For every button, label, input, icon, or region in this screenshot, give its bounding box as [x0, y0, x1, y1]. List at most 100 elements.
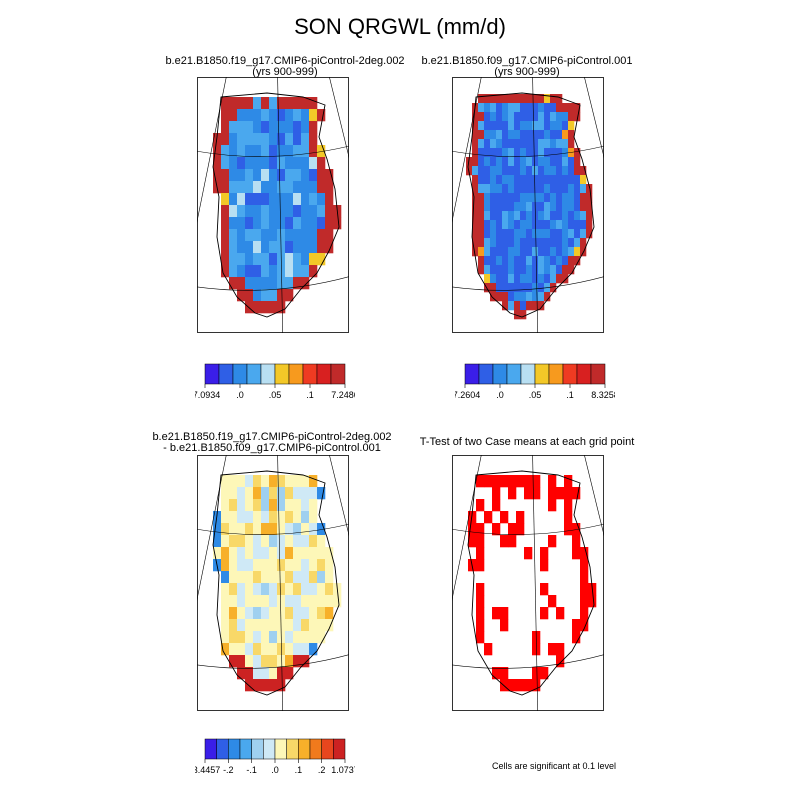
grid-cell — [544, 139, 551, 149]
grid-cell — [476, 559, 485, 572]
grid-cell — [277, 487, 286, 500]
grid-cell — [285, 217, 294, 230]
grid-cell — [524, 679, 533, 692]
grid-cell — [237, 265, 246, 278]
grid-cell — [293, 475, 302, 488]
grid-cell — [309, 205, 318, 218]
grid-cell — [301, 571, 310, 584]
grid-cell — [544, 130, 551, 140]
grid-cell — [492, 475, 501, 488]
grid-cell — [556, 202, 563, 212]
colorbar-swatch — [534, 363, 550, 385]
grid-cell — [572, 547, 581, 560]
grid-cell — [496, 256, 503, 266]
grid-cell — [490, 103, 497, 113]
grid-cell — [574, 193, 581, 203]
grid-cell — [309, 229, 318, 242]
grid-cell — [520, 184, 527, 194]
grid-cell — [556, 175, 563, 185]
grid-cell — [490, 247, 497, 257]
grid-cell — [253, 667, 262, 680]
grid-cell — [526, 274, 533, 284]
grid-cell — [261, 241, 270, 254]
grid-cell — [490, 184, 497, 194]
grid-cell — [508, 229, 515, 239]
grid-cell — [502, 238, 509, 248]
grid-cell — [229, 205, 238, 218]
grid-cell — [532, 166, 539, 176]
grid-cell — [490, 238, 497, 248]
grid-cell — [532, 487, 541, 500]
grid-cell — [245, 643, 254, 656]
grid-cell — [269, 253, 278, 266]
grid-cell — [309, 631, 318, 644]
grid-cell — [496, 265, 503, 275]
grid-cell — [261, 193, 270, 206]
grid-cell — [221, 595, 230, 608]
grid-cell — [586, 202, 593, 212]
latitude-line — [197, 654, 349, 669]
grid-cell — [508, 535, 517, 548]
grid-cell — [261, 217, 270, 230]
grid-cell — [544, 184, 551, 194]
grid-cell — [540, 607, 549, 620]
grid-cell — [490, 121, 497, 131]
grid-cell — [317, 631, 326, 644]
grid-cell — [253, 631, 262, 644]
grid-cell — [478, 211, 485, 221]
grid-cell — [562, 112, 569, 122]
grid-cell — [317, 109, 326, 122]
grid-cell — [269, 511, 278, 524]
grid-cell — [580, 547, 589, 560]
grid-cell — [514, 310, 521, 320]
grid-cell — [472, 184, 479, 194]
grid-cell — [301, 655, 310, 668]
grid-cell — [253, 301, 262, 314]
colorbar-swatch — [590, 363, 606, 385]
grid-cell — [221, 607, 230, 620]
grid-cell — [520, 175, 527, 185]
grid-cell — [285, 109, 294, 122]
grid-cells — [213, 97, 342, 314]
grid-cell — [514, 175, 521, 185]
grid-cell — [237, 535, 246, 548]
grid-cell — [490, 112, 497, 122]
grid-cell — [550, 220, 557, 230]
grid-cell — [325, 619, 334, 632]
grid-cell — [520, 229, 527, 239]
grid-cell — [277, 499, 286, 512]
grid-cell — [468, 535, 477, 548]
grid-cell — [301, 97, 310, 110]
grid-cell — [229, 241, 238, 254]
grid-cell — [245, 241, 254, 254]
grid-cell — [325, 583, 334, 596]
grid-cell — [293, 487, 302, 500]
grid-cell — [496, 148, 503, 158]
panel-1-title-line-1: b.e21.B1850.f19_g17.CMIP6-piControl-2deg… — [165, 55, 405, 67]
grid-cell — [524, 475, 533, 488]
coastline — [212, 470, 340, 696]
grid-cell — [285, 559, 294, 572]
grid-cell — [277, 595, 286, 608]
grid-cell — [496, 211, 503, 221]
grid-cell — [496, 139, 503, 149]
grid-cell — [538, 103, 545, 113]
grid-cell — [221, 535, 230, 548]
grid-cell — [538, 121, 545, 131]
grid-cell — [490, 193, 497, 203]
grid-cell — [309, 169, 318, 182]
grid-cell — [253, 595, 262, 608]
grid-cell — [309, 607, 318, 620]
grid-cell — [502, 112, 509, 122]
grid-cell — [277, 547, 286, 560]
grid-cell — [562, 211, 569, 221]
grid-cell — [301, 547, 310, 560]
grid-cell — [538, 157, 545, 167]
colorbar-swatch — [263, 738, 276, 760]
grid-cell — [301, 133, 310, 146]
grid-cell — [538, 94, 545, 104]
grid-cell — [325, 181, 334, 194]
grid-cell — [277, 157, 286, 170]
colorbar-tick-label: 8.3258 — [591, 390, 615, 400]
grid-cell — [261, 253, 270, 266]
